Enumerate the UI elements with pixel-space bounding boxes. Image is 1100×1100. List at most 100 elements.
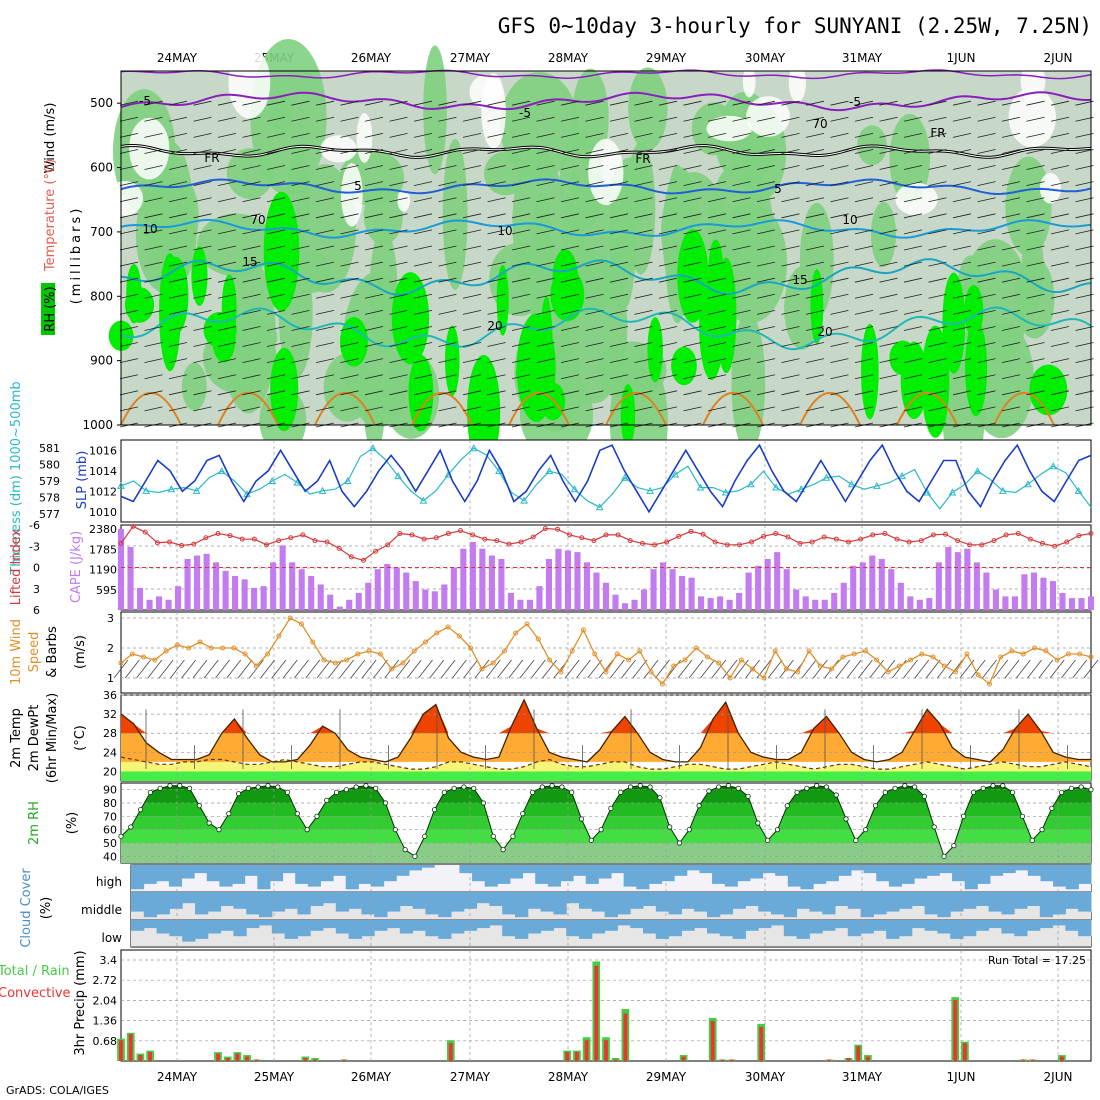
thickness-point — [469, 444, 478, 452]
wind-barb — [144, 309, 163, 315]
wind-barb — [634, 229, 653, 235]
wind-barb — [634, 277, 653, 283]
li-point — [688, 528, 694, 534]
rh2m-point — [921, 793, 928, 799]
wind-barb — [830, 181, 849, 187]
wind-barb — [830, 229, 849, 235]
li-point — [870, 532, 876, 538]
precip-tick-label: 3.4 — [100, 954, 118, 967]
wind-barb — [805, 293, 825, 299]
rh-high-region — [162, 256, 189, 335]
wind-barb — [879, 229, 898, 235]
rh2m-point — [1000, 783, 1006, 789]
wind-barb — [1016, 659, 1031, 679]
rh2m-point — [1029, 837, 1035, 843]
cloud-bar — [194, 865, 208, 874]
rh2m-point — [863, 827, 869, 833]
wind-barb — [144, 326, 163, 331]
cloud-bar — [758, 920, 772, 929]
wind-barb — [609, 358, 629, 364]
thickness-point — [822, 473, 831, 481]
cape-bar — [850, 565, 857, 610]
wind-barb — [683, 181, 702, 187]
wind-barb — [928, 293, 947, 299]
wind-barb — [1001, 213, 1021, 219]
wind-barb — [266, 326, 286, 331]
cape-bar — [612, 594, 619, 610]
wind-barb — [830, 390, 849, 396]
thickness-point — [192, 486, 201, 494]
cloud-bar — [648, 865, 663, 884]
wind-barb — [585, 326, 604, 331]
cape-bar — [659, 562, 667, 610]
wind-speed-point — [648, 669, 654, 675]
wind-barb — [291, 197, 310, 203]
wind-barb — [511, 116, 531, 122]
convective-bar — [856, 1046, 861, 1061]
wind-speed-point — [986, 681, 992, 687]
wind-barb — [1050, 116, 1070, 122]
wind-barb — [536, 277, 555, 283]
wind-barb — [462, 213, 482, 219]
wind-barb — [903, 358, 923, 364]
wind-speed-point — [953, 669, 959, 675]
cape-bar — [317, 584, 324, 610]
wind-barb — [879, 100, 898, 106]
wind-speed-point — [783, 666, 789, 672]
wind-speed-point — [411, 648, 417, 654]
wind-barb — [903, 390, 923, 396]
bottom-date-label: 31MAY — [842, 1070, 883, 1084]
wind-barb — [291, 358, 310, 364]
thickness-point — [318, 486, 327, 494]
cloud-bar — [421, 865, 435, 868]
wind-barb — [830, 149, 849, 154]
cape-bar — [935, 562, 942, 610]
wind-barb — [634, 116, 653, 122]
li-point — [518, 539, 524, 545]
wind-barb — [655, 659, 670, 679]
precip-panel: 0.681.362.042.723.4 Run Total = 17.25 To… — [0, 949, 1092, 1062]
rh-dry-region — [742, 66, 756, 98]
li-point — [615, 532, 621, 538]
temp-area — [121, 699, 1091, 762]
wind-barb — [193, 181, 212, 187]
wind-barb — [291, 213, 310, 219]
wind-barb — [952, 245, 972, 251]
rh-high-region — [965, 319, 988, 417]
cloud-bar — [668, 920, 682, 937]
cloud-bar — [502, 920, 516, 937]
wind-barb — [830, 406, 849, 412]
wind-barb — [168, 277, 188, 283]
rh-high-region — [647, 317, 663, 383]
wind-barb — [266, 181, 286, 187]
contour-line — [120, 306, 1092, 351]
wind-barb — [903, 197, 923, 203]
cloud-bar — [888, 865, 903, 887]
wind-barb — [609, 342, 629, 347]
wind-barb — [217, 197, 237, 203]
rh-high-region — [270, 347, 299, 432]
wind-barb — [511, 358, 531, 364]
contour-line — [120, 144, 1092, 158]
wind-barb — [707, 309, 727, 315]
wind-barb — [536, 342, 555, 347]
wind-speed-point — [501, 648, 507, 654]
wind-barb — [781, 100, 800, 106]
contour-label: 70 — [812, 117, 827, 131]
wind-barb — [952, 293, 972, 299]
wind-barb — [364, 406, 384, 412]
wind-barb — [634, 245, 653, 251]
wind-barb — [1026, 406, 1045, 412]
temp-tick-label: 24 — [103, 746, 117, 759]
wind-barb — [242, 245, 261, 251]
rh-high-region — [677, 229, 709, 323]
cloud-bar — [219, 865, 233, 887]
precip-unit: 3hr Precip (mm) — [73, 950, 88, 1055]
cape-bar — [117, 529, 125, 610]
cloud-bar — [636, 865, 650, 890]
wind-barb — [413, 390, 433, 396]
convective-bar — [245, 1056, 250, 1061]
wind-barb — [1083, 659, 1099, 679]
cape-bar — [650, 569, 657, 610]
